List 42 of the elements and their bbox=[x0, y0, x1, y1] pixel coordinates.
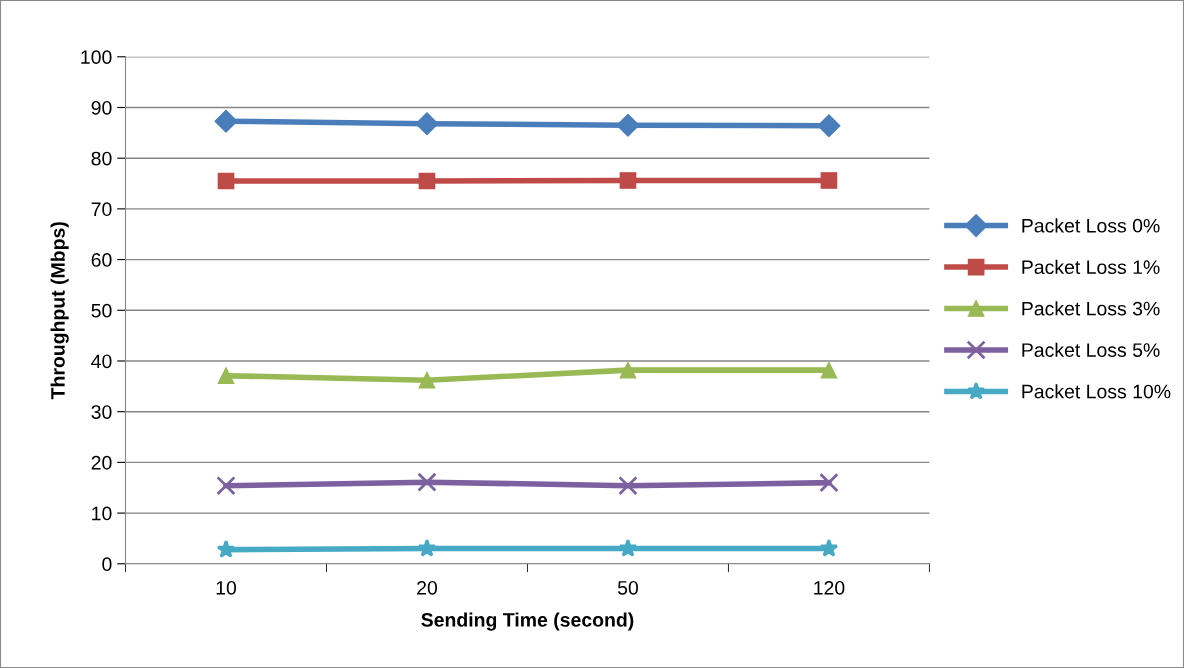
legend-label: Packet Loss 5% bbox=[1022, 342, 1160, 357]
legend-label: Packet Loss 0% bbox=[1022, 218, 1160, 233]
y-tick-label: 60 bbox=[91, 253, 112, 267]
legend-label: Packet Loss 3% bbox=[1022, 301, 1160, 316]
y-tick-label: 80 bbox=[91, 151, 112, 166]
x-axis-title: Sending Time (second) bbox=[421, 612, 634, 631]
legend-label: Packet Loss 1% bbox=[1022, 259, 1160, 275]
point bbox=[417, 472, 437, 492]
point bbox=[216, 539, 236, 558]
point bbox=[618, 475, 638, 496]
point bbox=[619, 172, 637, 189]
y-tick-label: 100 bbox=[81, 50, 112, 65]
point bbox=[819, 472, 839, 493]
point bbox=[820, 361, 838, 379]
point bbox=[820, 172, 838, 189]
point bbox=[619, 361, 637, 379]
y-tick-label: 10 bbox=[92, 506, 112, 521]
y-tick-label: 40 bbox=[91, 354, 112, 369]
x-tick-label: 20 bbox=[417, 580, 438, 595]
point bbox=[417, 538, 437, 557]
point bbox=[819, 538, 839, 557]
x-tick-label: 120 bbox=[814, 580, 845, 595]
y-tick-label: 70 bbox=[91, 202, 112, 217]
point bbox=[216, 475, 236, 496]
y-tick-label: 30 bbox=[91, 405, 112, 419]
y-axis-title: Throughput (Mbps) bbox=[50, 222, 69, 400]
point bbox=[217, 367, 235, 385]
y-tick-label: 20 bbox=[91, 455, 112, 470]
y-tick-label: 90 bbox=[91, 100, 112, 115]
x-tick-label: 50 bbox=[617, 580, 639, 595]
y-tick-label: 0 bbox=[102, 557, 112, 572]
point bbox=[418, 172, 436, 190]
point bbox=[217, 172, 235, 190]
y-tick-label: 50 bbox=[91, 303, 112, 318]
legend-label: Packet Loss 10% bbox=[1022, 384, 1171, 399]
point bbox=[817, 114, 841, 138]
point bbox=[415, 112, 439, 136]
x-tick-label: 10 bbox=[216, 580, 237, 595]
point bbox=[618, 538, 638, 557]
point bbox=[418, 371, 436, 389]
point bbox=[616, 113, 640, 137]
point bbox=[214, 109, 238, 133]
